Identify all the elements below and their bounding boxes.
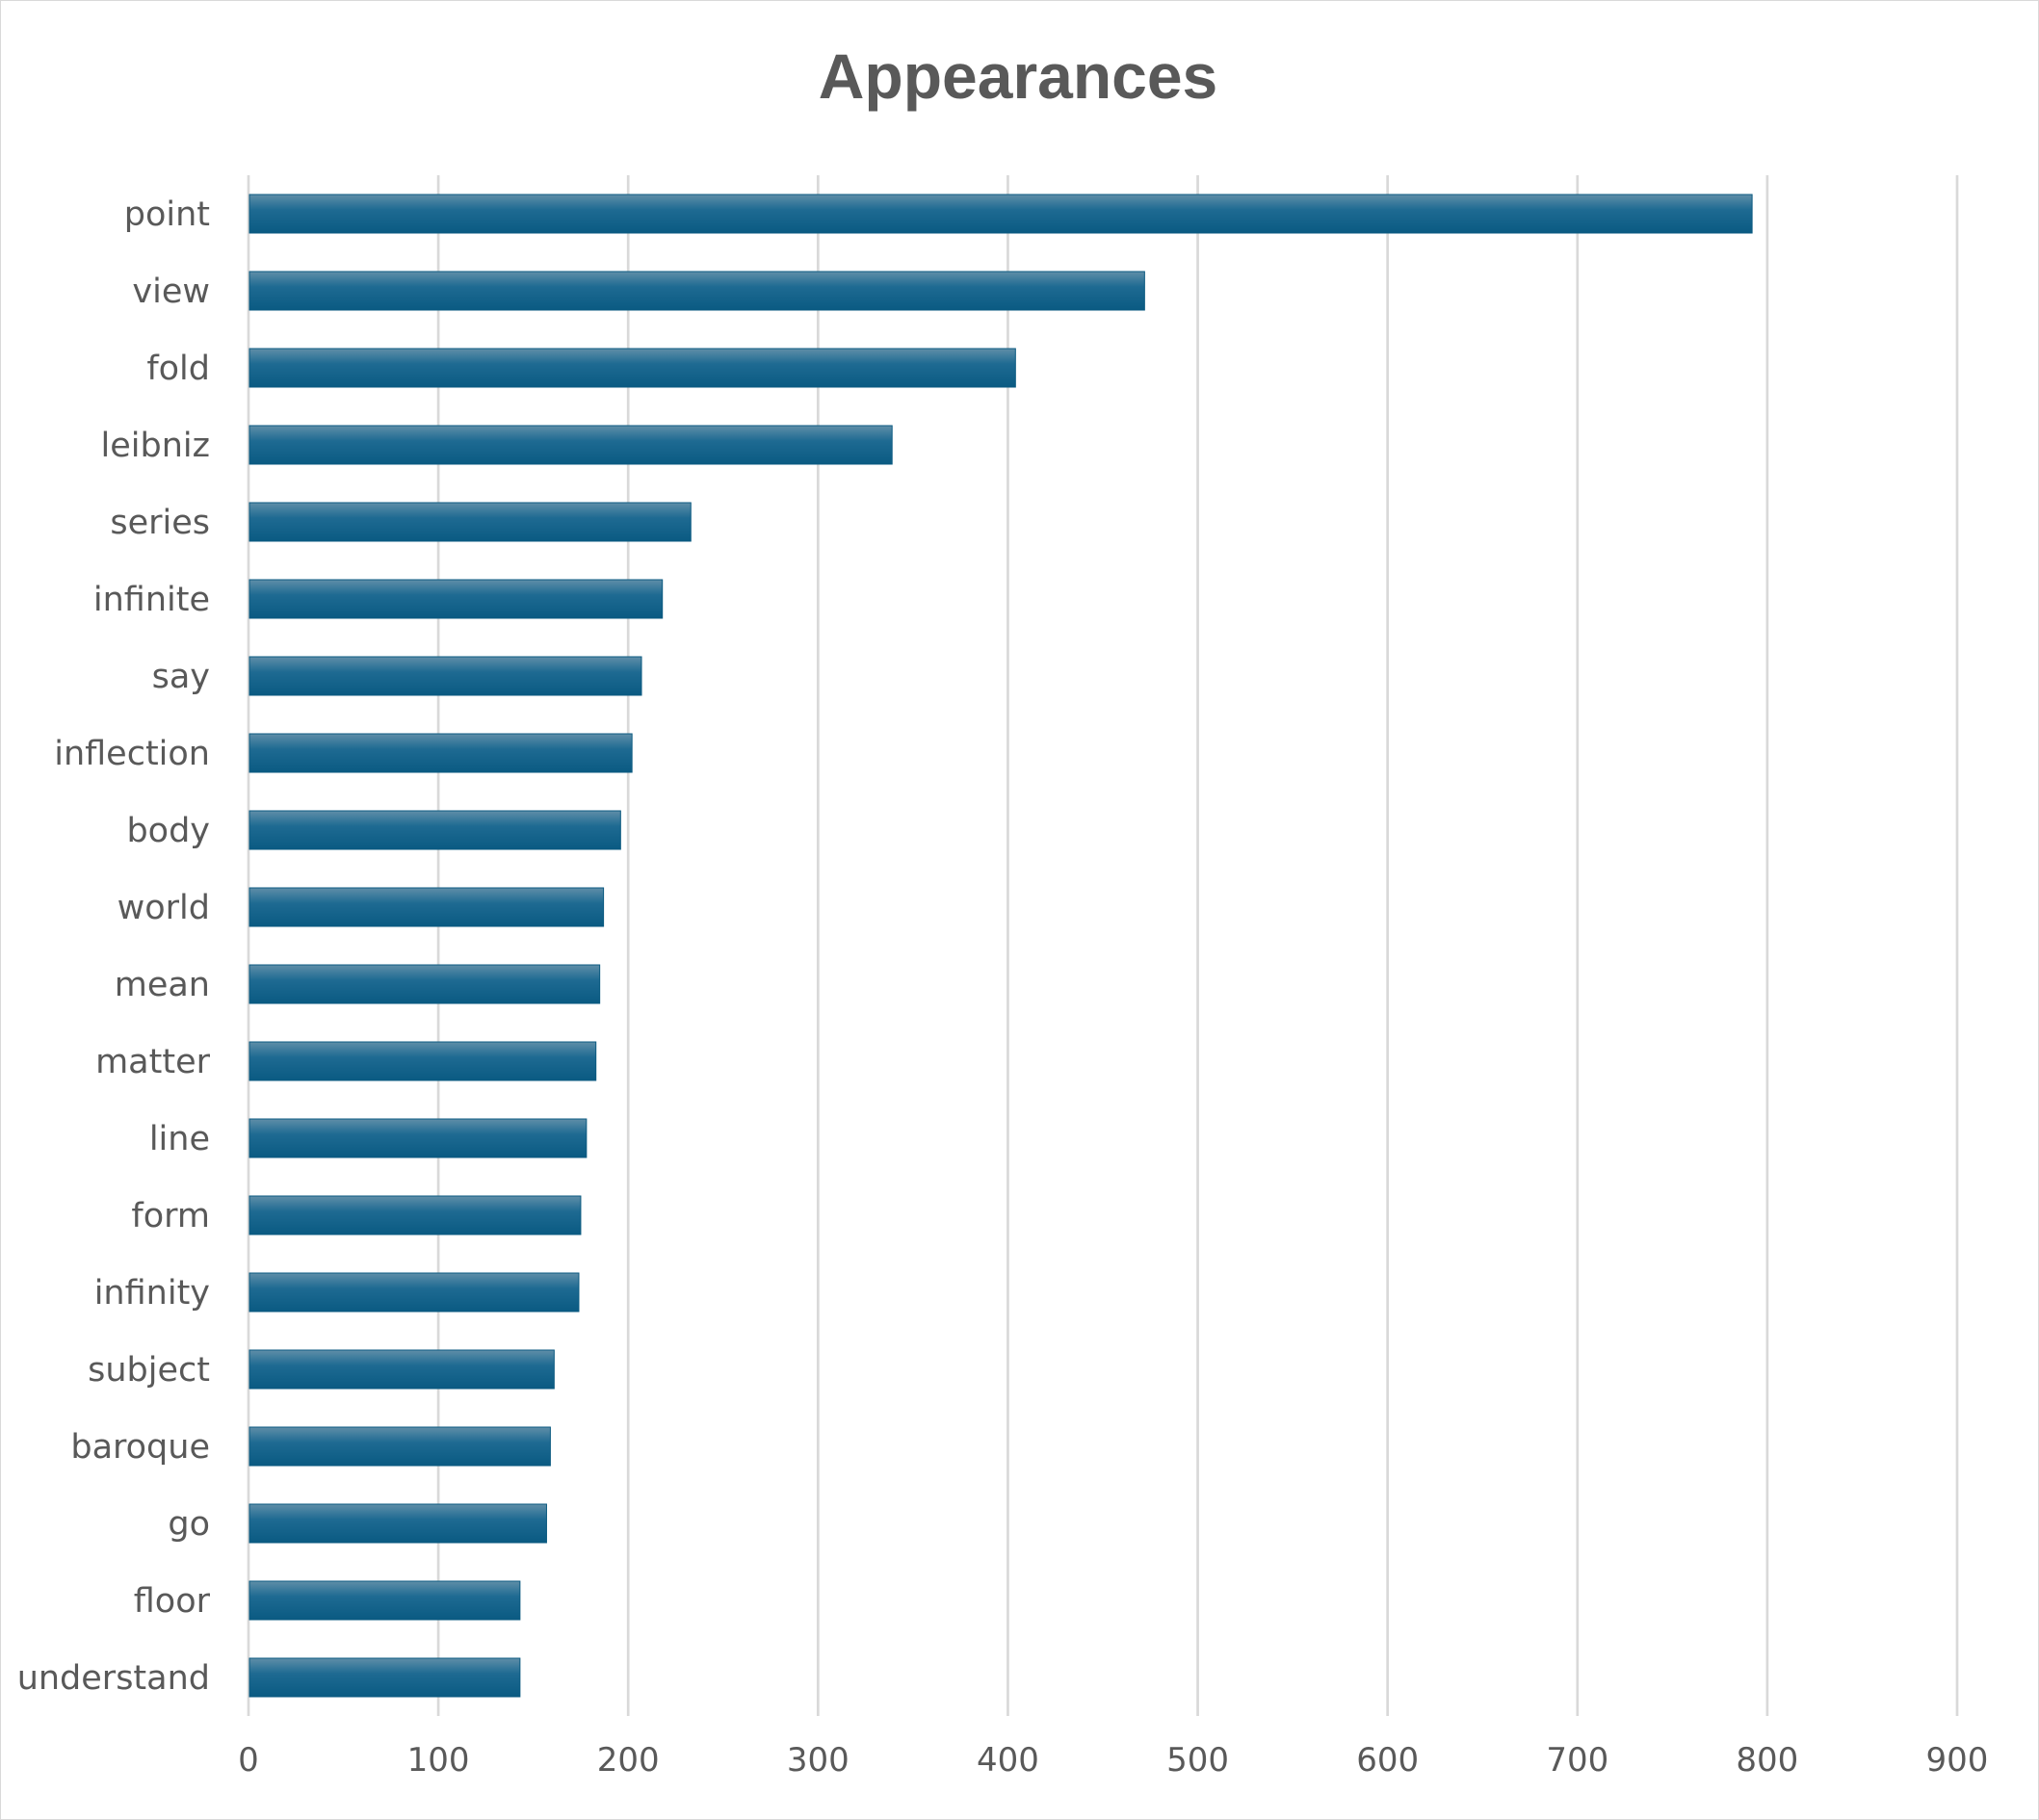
category-label: leibniz (101, 427, 210, 465)
bar-say (248, 656, 642, 696)
category-label: floor (134, 1582, 211, 1621)
bar-leibniz (248, 425, 893, 465)
category-label: mean (115, 966, 210, 1004)
category-label: form (131, 1197, 210, 1235)
bar-view (248, 271, 1145, 311)
category-label: view (132, 273, 210, 311)
bar-infinite (248, 579, 664, 619)
x-tick-labels: 0 100 200 300 400 500 600 700 800 900 (238, 1741, 1988, 1780)
bar-form (248, 1195, 582, 1235)
bar-fold (248, 348, 1016, 388)
bar-floor (248, 1580, 521, 1621)
x-tick-label: 100 (407, 1741, 470, 1780)
x-tick-label: 0 (238, 1741, 259, 1780)
category-label: subject (88, 1351, 210, 1390)
category-label: fold (146, 350, 210, 388)
chart-title: Appearances (819, 40, 1218, 112)
category-label: matter (95, 1043, 211, 1081)
x-tick-label: 900 (1926, 1741, 1989, 1780)
bar-world (248, 887, 605, 927)
bar-infinity (248, 1272, 580, 1313)
x-tick-label: 700 (1546, 1741, 1608, 1780)
x-tick-label: 400 (977, 1741, 1039, 1780)
gridlines (247, 175, 1959, 1716)
bar-subject (248, 1349, 555, 1390)
category-label: point (124, 195, 210, 234)
category-label: go (168, 1505, 210, 1544)
bar-baroque (248, 1426, 551, 1467)
category-label: body (126, 812, 210, 850)
x-tick-label: 800 (1736, 1741, 1798, 1780)
x-tick-label: 500 (1166, 1741, 1229, 1780)
category-label: series (110, 504, 210, 542)
bar-mean (248, 964, 601, 1004)
category-label: infinity (94, 1274, 210, 1313)
category-labels: point view fold leibniz series infinite say inf… (17, 195, 211, 1698)
x-tick-label: 300 (787, 1741, 850, 1780)
bar-series (248, 502, 692, 542)
bar-matter (248, 1041, 597, 1081)
category-label: line (149, 1120, 210, 1158)
category-label: baroque (70, 1428, 210, 1467)
bar-body (248, 810, 621, 850)
x-tick-label: 600 (1356, 1741, 1419, 1780)
category-label: say (152, 658, 210, 696)
category-label: world (118, 889, 210, 927)
bar-go (248, 1503, 547, 1544)
category-label: inflection (54, 735, 210, 773)
x-tick-label: 200 (597, 1741, 660, 1780)
bar-understand (248, 1657, 521, 1698)
bars (248, 194, 1753, 1698)
category-label: understand (17, 1659, 210, 1698)
category-label: infinite (93, 581, 210, 619)
bar-line (248, 1118, 588, 1158)
bar-inflection (248, 733, 633, 773)
bar-point (248, 194, 1753, 234)
